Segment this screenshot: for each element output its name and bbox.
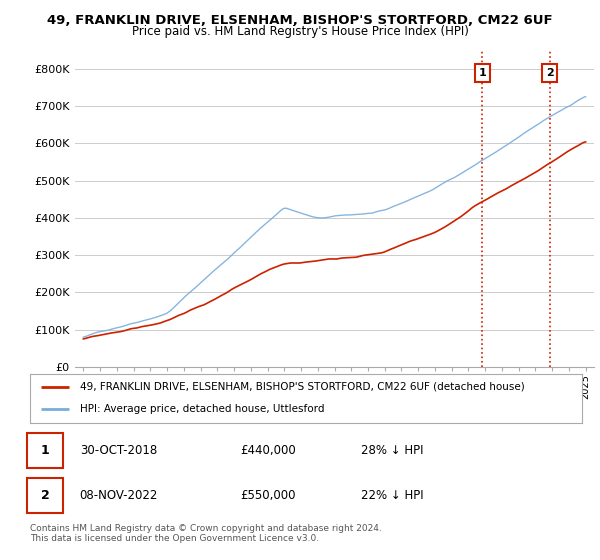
Text: £440,000: £440,000: [240, 444, 296, 457]
FancyBboxPatch shape: [27, 478, 63, 513]
Text: 2: 2: [41, 489, 50, 502]
Text: 08-NOV-2022: 08-NOV-2022: [80, 488, 158, 502]
Text: Price paid vs. HM Land Registry's House Price Index (HPI): Price paid vs. HM Land Registry's House …: [131, 25, 469, 38]
Text: Contains HM Land Registry data © Crown copyright and database right 2024.
This d: Contains HM Land Registry data © Crown c…: [30, 524, 382, 543]
FancyBboxPatch shape: [27, 433, 63, 468]
Text: 1: 1: [478, 68, 486, 78]
Text: 30-OCT-2018: 30-OCT-2018: [80, 444, 157, 457]
Text: 49, FRANKLIN DRIVE, ELSENHAM, BISHOP'S STORTFORD, CM22 6UF (detached house): 49, FRANKLIN DRIVE, ELSENHAM, BISHOP'S S…: [80, 382, 524, 392]
Text: 22% ↓ HPI: 22% ↓ HPI: [361, 488, 424, 502]
Text: 1: 1: [41, 444, 50, 457]
Text: HPI: Average price, detached house, Uttlesford: HPI: Average price, detached house, Uttl…: [80, 404, 324, 414]
Text: 28% ↓ HPI: 28% ↓ HPI: [361, 444, 424, 457]
Text: £550,000: £550,000: [240, 488, 295, 502]
Text: 2: 2: [546, 68, 554, 78]
Text: 49, FRANKLIN DRIVE, ELSENHAM, BISHOP'S STORTFORD, CM22 6UF: 49, FRANKLIN DRIVE, ELSENHAM, BISHOP'S S…: [47, 14, 553, 27]
